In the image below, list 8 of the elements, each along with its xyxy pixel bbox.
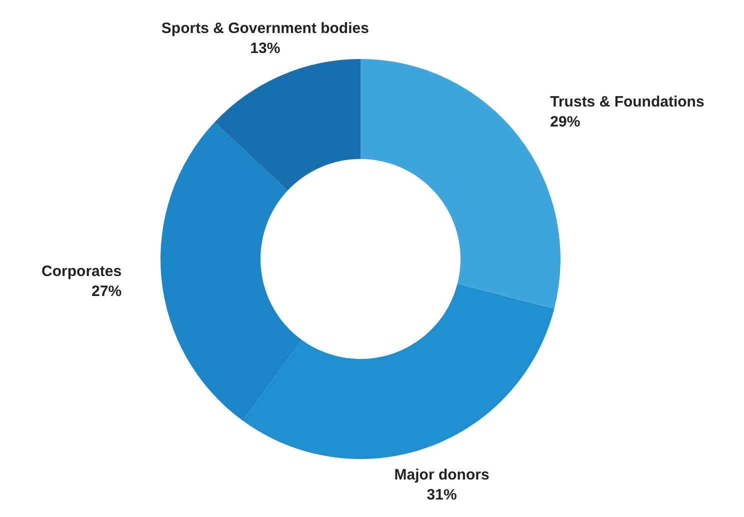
data-label: 31% [426, 486, 457, 504]
slice-label: Sports & Government bodies [161, 20, 369, 38]
slice-label: Trusts & Foundations [550, 93, 704, 110]
data-label: 27% [92, 283, 122, 300]
slice-label: Corporates [42, 263, 122, 280]
data-label: 13% [250, 40, 280, 58]
slice-label: Major donors [394, 466, 490, 484]
data-label: 29% [550, 113, 580, 130]
